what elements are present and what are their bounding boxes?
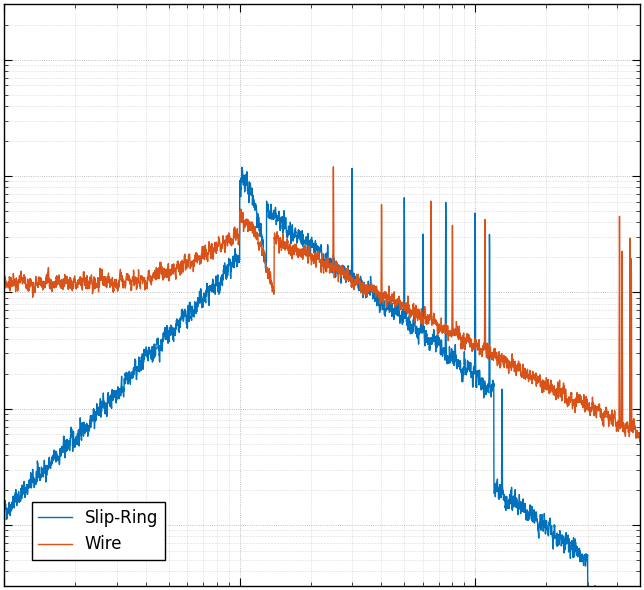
Legend: Slip-Ring, Wire: Slip-Ring, Wire xyxy=(32,502,165,560)
Slip-Ring xyxy=(238,164,246,171)
Wire xyxy=(330,163,337,171)
Wire xyxy=(272,241,280,248)
Slip-Ring xyxy=(303,237,310,244)
Slip-Ring xyxy=(267,208,275,215)
Slip-Ring xyxy=(272,217,280,224)
Wire xyxy=(302,253,310,260)
Line: Slip-Ring: Slip-Ring xyxy=(4,168,640,590)
Wire xyxy=(616,421,624,428)
Wire xyxy=(462,336,470,343)
Wire xyxy=(636,438,644,445)
Wire xyxy=(585,401,592,408)
Wire xyxy=(267,281,275,289)
Slip-Ring xyxy=(462,368,470,375)
Line: Wire: Wire xyxy=(4,167,640,442)
Slip-Ring xyxy=(0,501,8,508)
Slip-Ring xyxy=(585,588,592,590)
Wire xyxy=(0,281,8,288)
